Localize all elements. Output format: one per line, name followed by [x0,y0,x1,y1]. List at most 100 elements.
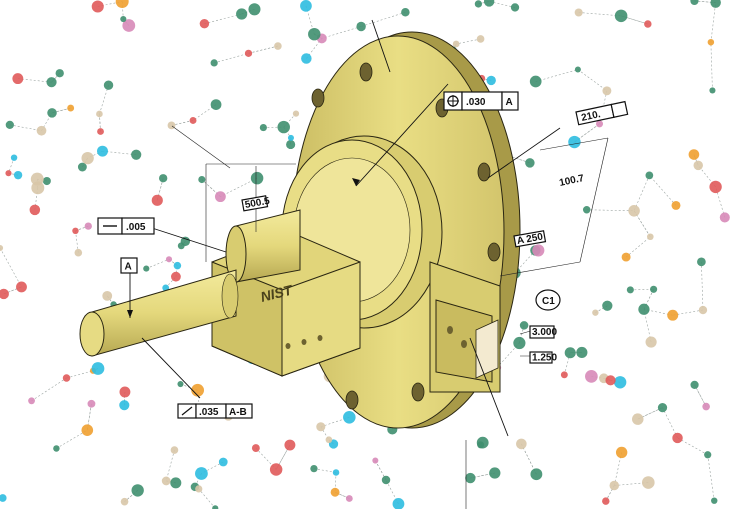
dimension-box-2: 1.250 [529,351,557,364]
network-node [605,375,616,386]
network-node [476,35,485,43]
network-edge [710,42,713,91]
network-node [81,151,94,165]
network-node [638,303,650,315]
network-node [97,128,104,135]
network-edge [198,488,216,509]
network-node [602,300,613,311]
datum-a-label: A [120,257,138,274]
network-node [189,117,197,124]
network-edge [121,1,124,20]
network-edge [0,247,22,288]
network-node [120,15,127,23]
network-node [46,77,57,88]
network-edge [17,78,52,83]
network-edge [3,286,22,295]
svg-text:A 250: A 250 [516,231,544,246]
network-edge [578,12,622,17]
network-node [672,432,683,444]
network-node [274,42,282,50]
network-node [707,38,715,46]
network-node [345,495,353,502]
network-node [568,135,581,149]
network-node [574,66,581,73]
network-node [711,497,718,504]
network-node [657,402,668,413]
network-node [84,222,92,230]
network-node [486,75,496,86]
network-node [632,413,644,425]
network-node [74,248,83,257]
network-node [236,8,248,20]
svg-text:A: A [125,262,132,273]
network-node [372,457,379,464]
svg-text:A-B: A-B [229,407,247,418]
svg-text:C1: C1 [542,296,555,307]
network-node [165,256,173,263]
network-edge [102,150,137,156]
network-node [576,346,588,359]
network-node [269,463,283,476]
network-edge [496,342,520,368]
network-node [0,244,4,251]
network-node [103,80,114,90]
network-node [452,40,460,48]
network-node [710,0,721,8]
network-edge [56,429,88,449]
network-node [698,305,708,315]
datum-c-label: C1 [535,289,561,311]
network-edge [283,113,297,128]
network-edge [535,69,578,82]
network-node [277,120,290,134]
network-node [702,402,710,411]
network-node [119,400,130,411]
network-node [343,411,356,424]
network-node [286,139,296,150]
network-node [198,175,206,184]
network-node [170,446,179,454]
network-node [195,485,203,493]
network-node [530,468,543,481]
network-node [251,444,260,452]
network-node [300,0,312,12]
network-node [259,123,267,132]
small-dimension-box-2: A 250 [513,230,547,248]
network-node [401,8,410,17]
network-node [12,73,24,85]
network-node [67,104,75,112]
network-node [151,194,163,206]
network-node [628,205,640,217]
network-node [325,436,333,444]
network-node [592,309,599,316]
network-node [10,154,18,161]
network-node [602,497,610,505]
network-edge [99,85,109,115]
network-edge [662,407,678,439]
network-node [645,336,657,348]
network-node [704,451,712,459]
network-node [72,227,79,235]
network-node [614,9,628,23]
svg-text:.005: .005 [126,222,146,233]
network-node [615,446,628,459]
network-node [131,149,142,160]
network-node [645,171,654,180]
svg-text:A: A [506,97,513,108]
network-node [28,397,35,405]
network-node [477,441,485,449]
network-node [381,475,391,485]
network-node [688,149,700,160]
network-node [532,244,545,257]
network-edge [649,175,677,206]
network-node [647,233,654,241]
network-node [483,0,495,7]
network-node [13,170,23,180]
network-node [693,160,703,171]
network-edge [248,45,278,54]
svg-text:1.250: 1.250 [532,353,557,364]
network-node [719,212,730,223]
network-node [690,0,699,6]
network-edge [715,186,726,218]
network-edge [165,449,175,482]
